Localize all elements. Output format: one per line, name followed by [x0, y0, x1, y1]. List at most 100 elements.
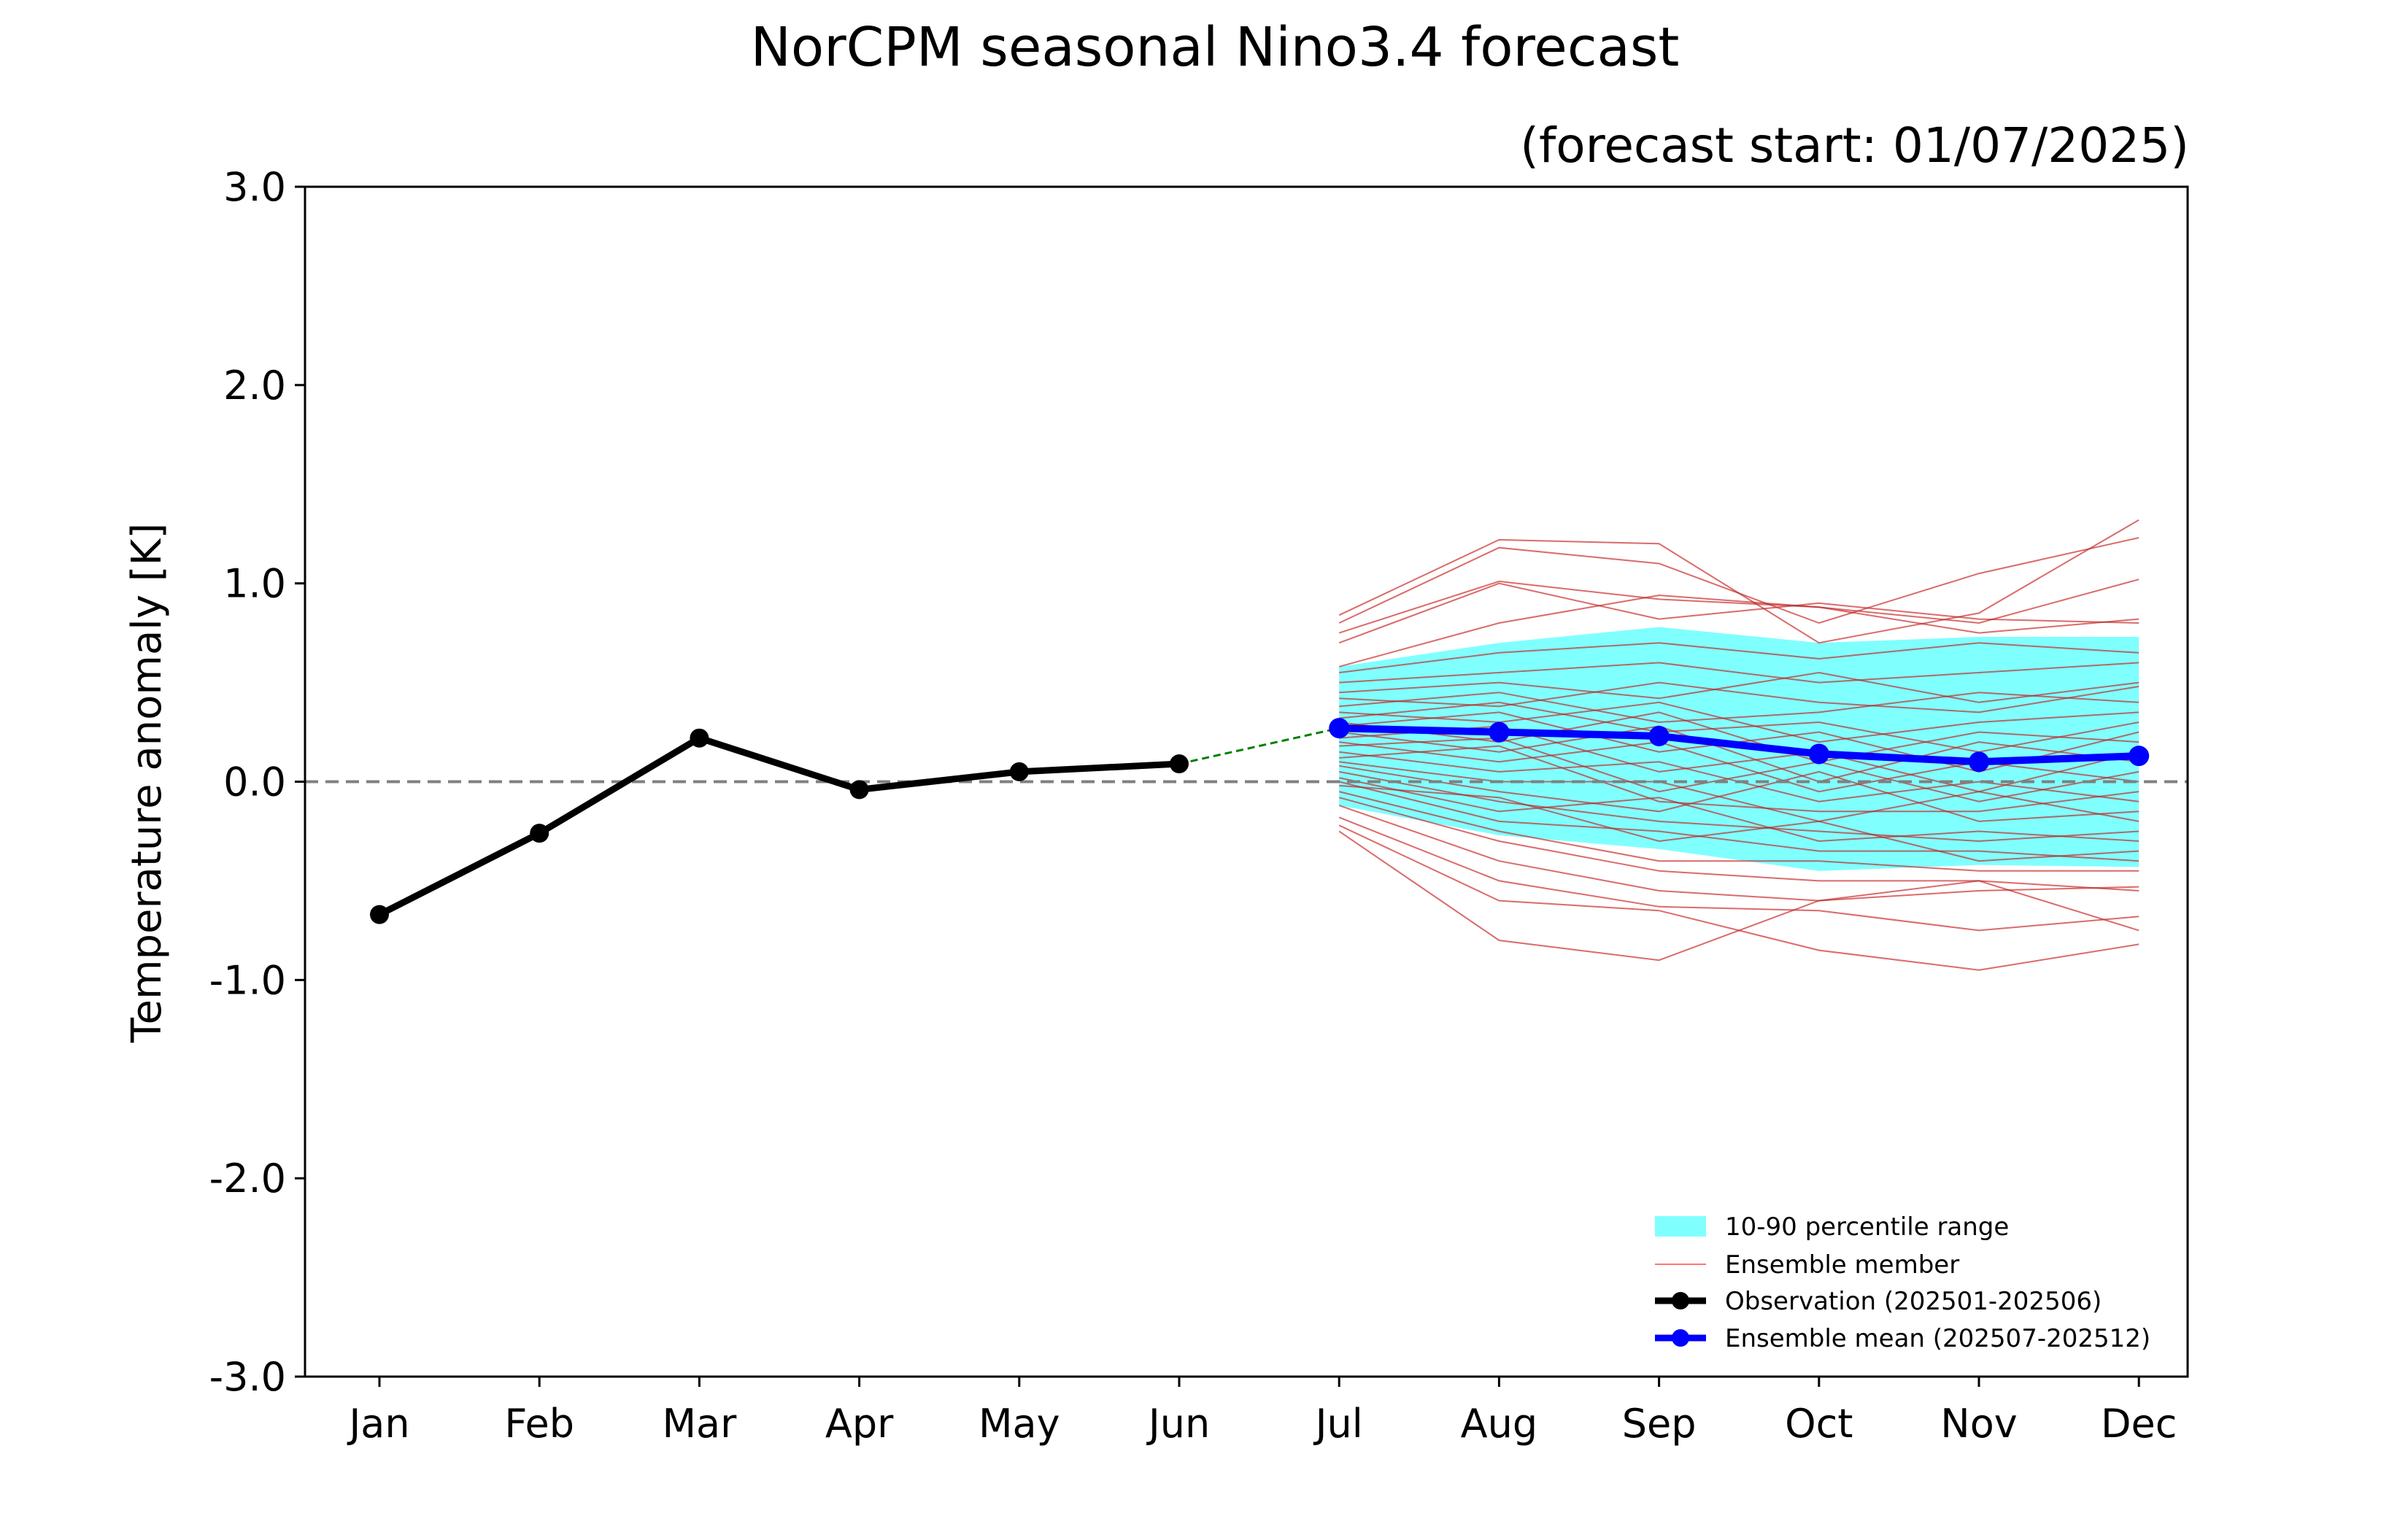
ensemble-mean-layer [1329, 718, 2150, 773]
ensemble-member-shade-3 [1338, 579, 2139, 634]
x-tick-label-mar: Mar [662, 1401, 737, 1447]
ensemble-member-line-4 [1338, 582, 2139, 644]
ensemble-mean-point-aug [1489, 721, 1510, 743]
ensemble-member-line-22 [1339, 765, 2139, 822]
observation-point-apr [849, 780, 869, 800]
ensemble-member-line-30 [1338, 816, 2139, 932]
y-tick-label: -2.0 [209, 1156, 286, 1202]
observation-point-mar [690, 728, 709, 748]
ensemble-mean-point-sep [1648, 725, 1670, 746]
x-tick-label-apr: Apr [825, 1401, 894, 1447]
ensemble-member-shade-2 [1338, 537, 2139, 624]
ensemble-member-line-8 [1339, 671, 2139, 703]
ensemble-member-line-28 [1338, 797, 2139, 891]
ensemble-member-shade-20 [1339, 745, 2139, 813]
legend-label-ensemble-member: Ensemble member [1725, 1250, 1959, 1280]
ensemble-member-shade-28 [1338, 797, 2139, 891]
ensemble-member-shade-24 [1338, 777, 2139, 843]
observation-layer [370, 728, 1189, 924]
x-axis-ticks: Jan Feb Mar Apr May Jun Jul Aug Sep Oct Nov Dec [347, 1377, 2177, 1447]
ensemble-member-line-17 [1339, 741, 2139, 793]
ensemble-member-shade-4 [1338, 582, 2139, 644]
ensemble-member-line-26 [1339, 784, 2139, 862]
legend-label-ensemble-mean: Ensemble mean (202507-202512) [1725, 1324, 2150, 1353]
legend-swatch-percentile [1655, 1216, 1706, 1237]
x-tick-label-jun: Jun [1146, 1401, 1210, 1447]
observation-point-feb [530, 824, 549, 843]
percentile-band-layer [1339, 627, 2139, 871]
ensemble-member-shade-32 [1338, 830, 2139, 962]
y-tick-label: 1.0 [223, 561, 286, 607]
ensemble-mean-line [1339, 724, 2139, 766]
ensemble-members-layer [1338, 519, 2139, 971]
y-tick-label: -1.0 [209, 957, 286, 1003]
y-tick-label: 0.0 [223, 759, 286, 805]
chart-title: NorCPM seasonal Nino3.4 forecast [751, 16, 1680, 79]
ensemble-member-shade-1 [1338, 519, 2139, 644]
obs-forecast-connector [1178, 727, 1340, 765]
x-tick-label-may: May [979, 1401, 1060, 1447]
ensemble-member-shade-11 [1339, 701, 2139, 743]
ensemble-member-line-3 [1338, 579, 2139, 634]
x-tick-label-oct: Oct [1785, 1401, 1853, 1447]
y-tick-label: 2.0 [223, 363, 286, 409]
ensemble-member-shade-6 [1339, 642, 2139, 673]
ensemble-member-shade-23 [1339, 770, 2139, 843]
observation-line [377, 735, 1180, 918]
observation-point-jan [370, 905, 389, 924]
legend-marker-ensemble-mean [1672, 1329, 1689, 1347]
ensemble-mean-point-dec [2129, 746, 2150, 767]
x-tick-label-nov: Nov [1940, 1401, 2017, 1447]
x-tick-label-sep: Sep [1622, 1401, 1697, 1447]
chart-subtitle: (forecast start: 01/07/2025) [1520, 117, 2189, 174]
legend-marker-observation [1672, 1292, 1689, 1309]
x-tick-label-jul: Jul [1313, 1401, 1363, 1447]
ensemble-member-line-29 [1338, 805, 2139, 902]
x-tick-label-aug: Aug [1461, 1401, 1537, 1447]
x-tick-label-jan: Jan [347, 1401, 409, 1447]
ensemble-member-shade-30 [1338, 816, 2139, 932]
ensemble-member-line-20 [1339, 745, 2139, 813]
ensemble-member-line-27 [1338, 791, 2139, 872]
legend-label-percentile: 10-90 percentile range [1725, 1212, 2009, 1242]
y-tick-label: 3.0 [223, 164, 286, 210]
ensemble-member-line-5 [1338, 594, 2139, 668]
ensemble-member-line-24 [1338, 777, 2139, 843]
ensemble-member-line-2 [1338, 537, 2139, 624]
ensemble-member-shade-10 [1339, 692, 2139, 724]
x-tick-label-dec: Dec [2101, 1401, 2177, 1447]
observation-point-may [1009, 762, 1029, 781]
legend: 10-90 percentile range Ensemble member O… [1655, 1212, 2150, 1353]
ensemble-member-line-12 [1339, 701, 2139, 753]
observation-point-jun [1170, 754, 1189, 774]
ensemble-member-line-7 [1339, 662, 2139, 684]
ensemble-member-shade-26 [1339, 784, 2139, 862]
ensemble-member-shade-9 [1339, 681, 2139, 713]
ensemble-member-shade-15 [1339, 725, 2139, 783]
ensemble-member-shade-13 [1339, 711, 2139, 763]
y-axis-ticks: -3.0 -2.0 -1.0 0.0 1.0 2.0 3.0 [209, 164, 305, 1400]
x-tick-label-feb: Feb [504, 1401, 574, 1447]
ensemble-member-shade-22 [1339, 765, 2139, 822]
y-axis-label: Temperature anomaly [K] [123, 523, 171, 1043]
ensemble-mean-point-oct [1808, 743, 1829, 765]
ensemble-member-shade-29 [1338, 805, 2139, 902]
ensemble-member-shade-31 [1338, 824, 2139, 971]
ensemble-member-line-32 [1338, 830, 2139, 962]
ensemble-member-shade-17 [1339, 741, 2139, 793]
ensemble-member-shade-7 [1339, 662, 2139, 684]
ensemble-mean-point-jul [1329, 718, 1350, 739]
ensemble-member-shade-12 [1339, 701, 2139, 753]
y-tick-label: -3.0 [209, 1354, 286, 1400]
ensemble-mean-point-nov [1969, 751, 1989, 773]
ensemble-member-line-6 [1339, 642, 2139, 673]
ensemble-member-shade-8 [1339, 671, 2139, 703]
ensemble-member-line-23 [1339, 770, 2139, 843]
ensemble-member-line-21 [1339, 761, 2139, 822]
ensemble-member-shade-18 [1339, 737, 2139, 802]
ensemble-member-shade-27 [1338, 791, 2139, 872]
percentile-band [1339, 627, 2139, 871]
ensemble-member-line-10 [1339, 692, 2139, 724]
ensemble-member-shade-25 [1338, 781, 2139, 862]
